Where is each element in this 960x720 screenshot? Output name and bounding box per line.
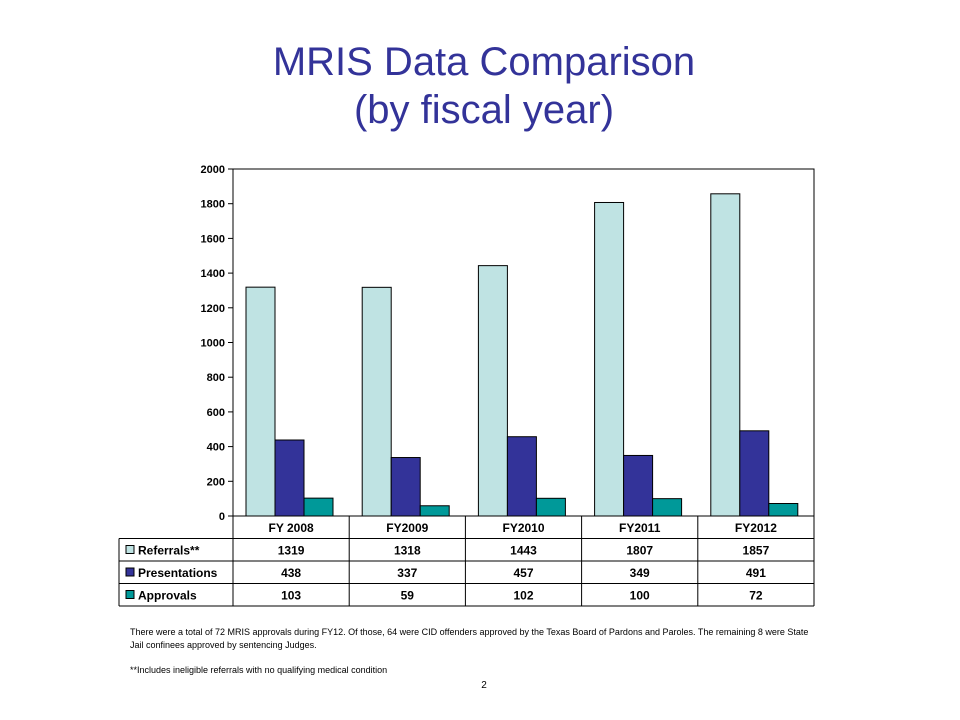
y-tick-label: 200 xyxy=(207,476,225,488)
legend-label: Presentations xyxy=(138,566,218,580)
bar-0-1 xyxy=(361,286,392,517)
category-label: FY2012 xyxy=(735,521,777,535)
category-label: FY2009 xyxy=(386,521,428,535)
title-line-2: (by fiscal year) xyxy=(353,88,615,132)
y-tick-label: 1200 xyxy=(201,303,225,315)
data-value: 1443 xyxy=(510,544,537,558)
category-label: FY2010 xyxy=(502,521,544,535)
y-tick-label: 1800 xyxy=(201,199,225,211)
bar-0-4 xyxy=(710,193,741,517)
legend-swatch xyxy=(125,590,135,599)
data-value: 100 xyxy=(630,589,650,603)
bar-0-2 xyxy=(477,265,508,517)
data-value: 1318 xyxy=(394,544,421,558)
y-tick-label: 1000 xyxy=(201,338,225,350)
y-tick-label: 0 xyxy=(219,511,225,523)
category-label: FY 2008 xyxy=(269,521,314,535)
legend-swatch xyxy=(125,545,135,554)
data-value: 1857 xyxy=(743,544,770,558)
bar-2-3 xyxy=(652,498,683,517)
bar-1-1 xyxy=(390,457,421,517)
legend-swatch xyxy=(125,567,135,577)
y-tick-label: 2000 xyxy=(201,164,225,176)
data-value: 72 xyxy=(749,589,763,603)
bar-1-0 xyxy=(274,439,305,517)
data-value: 1319 xyxy=(278,544,305,558)
bar-0-3 xyxy=(594,201,625,517)
bar-0-0 xyxy=(245,286,276,517)
legend-label: Approvals xyxy=(138,589,197,603)
page-number: 2 xyxy=(481,680,487,691)
bar-2-0 xyxy=(303,497,334,517)
y-tick-label: 600 xyxy=(207,407,225,419)
slide-title: MRIS Data Comparison (by fiscal year) xyxy=(0,38,960,134)
y-tick-label: 800 xyxy=(207,372,225,384)
data-value: 438 xyxy=(281,566,301,580)
footnote-approvals: There were a total of 72 MRIS approvals … xyxy=(130,627,809,650)
bar-2-1 xyxy=(419,505,450,517)
data-value: 337 xyxy=(397,566,417,580)
category-label: FY2011 xyxy=(619,521,661,535)
data-value: 491 xyxy=(746,566,766,580)
title-line-1: MRIS Data Comparison xyxy=(272,40,696,84)
footnote-referrals: **Includes ineligible referrals with no … xyxy=(130,665,388,675)
bar-1-3 xyxy=(623,454,654,517)
data-value: 457 xyxy=(513,566,533,580)
y-tick-label: 1400 xyxy=(201,268,225,280)
data-value: 103 xyxy=(281,589,301,603)
data-value: 59 xyxy=(401,589,415,603)
legend-label: Referrals** xyxy=(138,544,200,558)
data-value: 102 xyxy=(513,589,533,603)
data-value: 1807 xyxy=(626,544,653,558)
bar-1-4 xyxy=(739,430,770,517)
bar-2-2 xyxy=(535,497,566,517)
bar-2-4 xyxy=(768,503,799,517)
y-tick-label: 400 xyxy=(207,442,225,454)
bar-1-2 xyxy=(506,436,537,517)
y-tick-label: 1600 xyxy=(201,233,225,245)
data-value: 349 xyxy=(630,566,650,580)
